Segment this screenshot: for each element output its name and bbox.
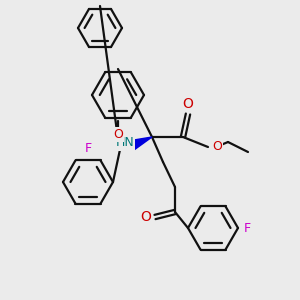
Text: HN: HN <box>116 136 134 149</box>
Text: F: F <box>243 221 250 235</box>
Text: F: F <box>84 142 92 154</box>
Text: O: O <box>183 97 194 111</box>
Text: O: O <box>141 210 152 224</box>
Text: O: O <box>212 140 222 152</box>
Polygon shape <box>134 137 152 150</box>
Text: O: O <box>113 128 123 140</box>
